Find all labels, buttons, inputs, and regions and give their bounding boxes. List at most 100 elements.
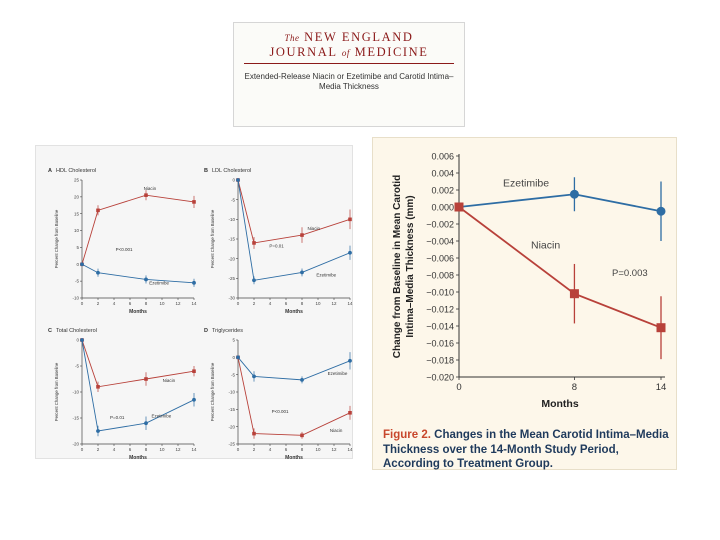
series-label-niacin: Niacin [307,226,320,231]
data-point-ezetimibe [252,278,256,283]
y-tick-label: −0.018 [426,355,454,365]
y-tick-label: 15 [74,211,80,216]
panel-letter: C [48,328,52,334]
x-tick-label: 2 [253,447,256,452]
series-line-niacin [237,179,351,244]
series-line-niacin [237,357,351,436]
y-tick-label: −0.004 [426,236,454,246]
series-label-ezetimibe: Ezetimibe [151,414,171,419]
data-point-niacin [454,202,464,212]
series-line-ezetimibe [237,179,351,281]
y-tick-label: -20 [228,424,235,429]
masthead-rule [244,63,454,64]
masthead-medicine: MEDICINE [354,45,429,59]
y-tick-label: -15 [228,237,235,242]
x-tick-label: 8 [572,382,577,393]
x-axis-label: Months [541,398,578,410]
masthead-the: The [284,33,300,43]
x-tick-label: 10 [159,301,165,306]
masthead-journal: JOURNAL [269,45,338,59]
x-tick-label: 4 [269,301,272,306]
p-value-annotation: P<0.001 [272,409,289,414]
x-tick-label: 8 [301,447,304,452]
y-tick-label: -30 [228,296,235,301]
data-point-ezetimibe [348,358,352,363]
x-axis-label: Months [285,309,303,315]
x-tick-label: 0 [81,301,84,306]
y-tick-label: 0.002 [431,185,454,195]
masthead-new-england: NEW ENGLAND [304,30,414,44]
series-label-niacin: Niacin [531,240,560,252]
y-tick-label: 0 [76,338,79,343]
panel-letter: B [204,168,208,174]
series-label-niacin: Niacin [330,428,343,433]
series-line-niacin [81,339,195,388]
data-point-ezetimibe [80,262,84,267]
y-tick-label: 20 [74,194,80,199]
data-point-ezetimibe [569,189,579,199]
data-point-niacin [192,369,196,373]
y-tick-label: -5 [75,364,79,369]
y-tick-label: 0.000 [431,202,454,212]
x-tick-label: 4 [269,447,272,452]
x-axis-label: Months [285,455,303,460]
y-tick-label: -10 [72,296,79,301]
data-point-ezetimibe [80,338,84,342]
data-point-ezetimibe [192,280,196,285]
series-line-niacin [81,194,195,265]
x-tick-label: 6 [285,301,288,306]
y-tick-label: −0.012 [426,304,454,314]
panel-title: Triglycerides [212,328,243,334]
series-label-niacin: Niacin [163,378,176,383]
x-tick-label: 12 [331,447,337,452]
data-point-ezetimibe [96,270,100,275]
x-tick-label: 8 [145,301,148,306]
journal-masthead-line1: The NEW ENGLAND [234,30,464,45]
panel-title: LDL Cholesterol [212,168,251,174]
cimt-chart-svg: 0.006 0.004 0.002 0.000 −0.002 −0.004 −0.006 −0… [392,151,666,410]
x-tick-label: 12 [175,447,181,452]
x-tick-label: 0 [237,447,240,452]
cimt-figure-panel: 0.006 0.004 0.002 0.000 −0.002 −0.004 −0.006 −0… [372,137,677,470]
x-tick-label: 0 [237,301,240,306]
chart-b: B LDL Cholesterol -30 -25 -20 -15 -10 -5 0 0 2 4 6 8 1… [204,168,353,315]
x-tick-label: 2 [97,447,100,452]
y-tick-label: -15 [72,416,79,421]
y-tick-label: −0.020 [426,372,454,382]
y-tick-label: -25 [228,442,235,447]
data-point-niacin [192,200,196,204]
y-axis-label: Percent Change from Baseline [54,209,59,268]
y-tick-label: -20 [72,442,79,447]
x-axis-label: Months [129,455,147,460]
y-tick-label: 0.006 [431,151,454,161]
data-point-niacin [348,217,352,222]
y-tick-label: −0.014 [426,321,454,331]
figure-caption-text: Changes in the Mean Carotid Intima–Media… [383,429,669,470]
data-point-ezetimibe [300,270,304,275]
y-tick-label: −0.010 [426,287,454,297]
figure-label: Figure 2. [383,429,431,441]
x-tick-label: 14 [191,447,197,452]
y-tick-label: -10 [228,217,235,222]
panel-title: HDL Cholesterol [56,168,96,174]
y-tick-label: -5 [231,197,235,202]
y-tick-label: 25 [74,178,80,183]
y-tick-label: −0.006 [426,253,454,263]
y-tick-label: 0.004 [431,168,454,178]
series-label-niacin: Niacin [144,186,157,191]
x-tick-label: 10 [315,447,321,452]
lipid-charts-panel: A HDL Cholesterol -10 -5 0 5 10 15 20 25 0 2 4 6 8 10 12… [35,145,353,460]
x-tick-label: 0 [81,447,84,452]
y-tick-label: 0 [232,355,235,360]
series-line-ezetimibe [237,357,351,381]
data-point-niacin [348,411,352,415]
panel-title: Total Cholesterol [56,328,97,334]
y-tick-label: 5 [76,245,79,250]
data-point-niacin [569,289,579,299]
x-tick-label: 2 [97,301,100,306]
data-point-ezetimibe [656,206,666,216]
journal-header: The NEW ENGLAND JOURNAL of MEDICINE Exte… [233,22,465,127]
chart-a: A HDL Cholesterol -10 -5 0 5 10 15 20 25 0 2 4 6 8 10 12… [48,168,197,315]
y-tick-label: −0.016 [426,338,454,348]
